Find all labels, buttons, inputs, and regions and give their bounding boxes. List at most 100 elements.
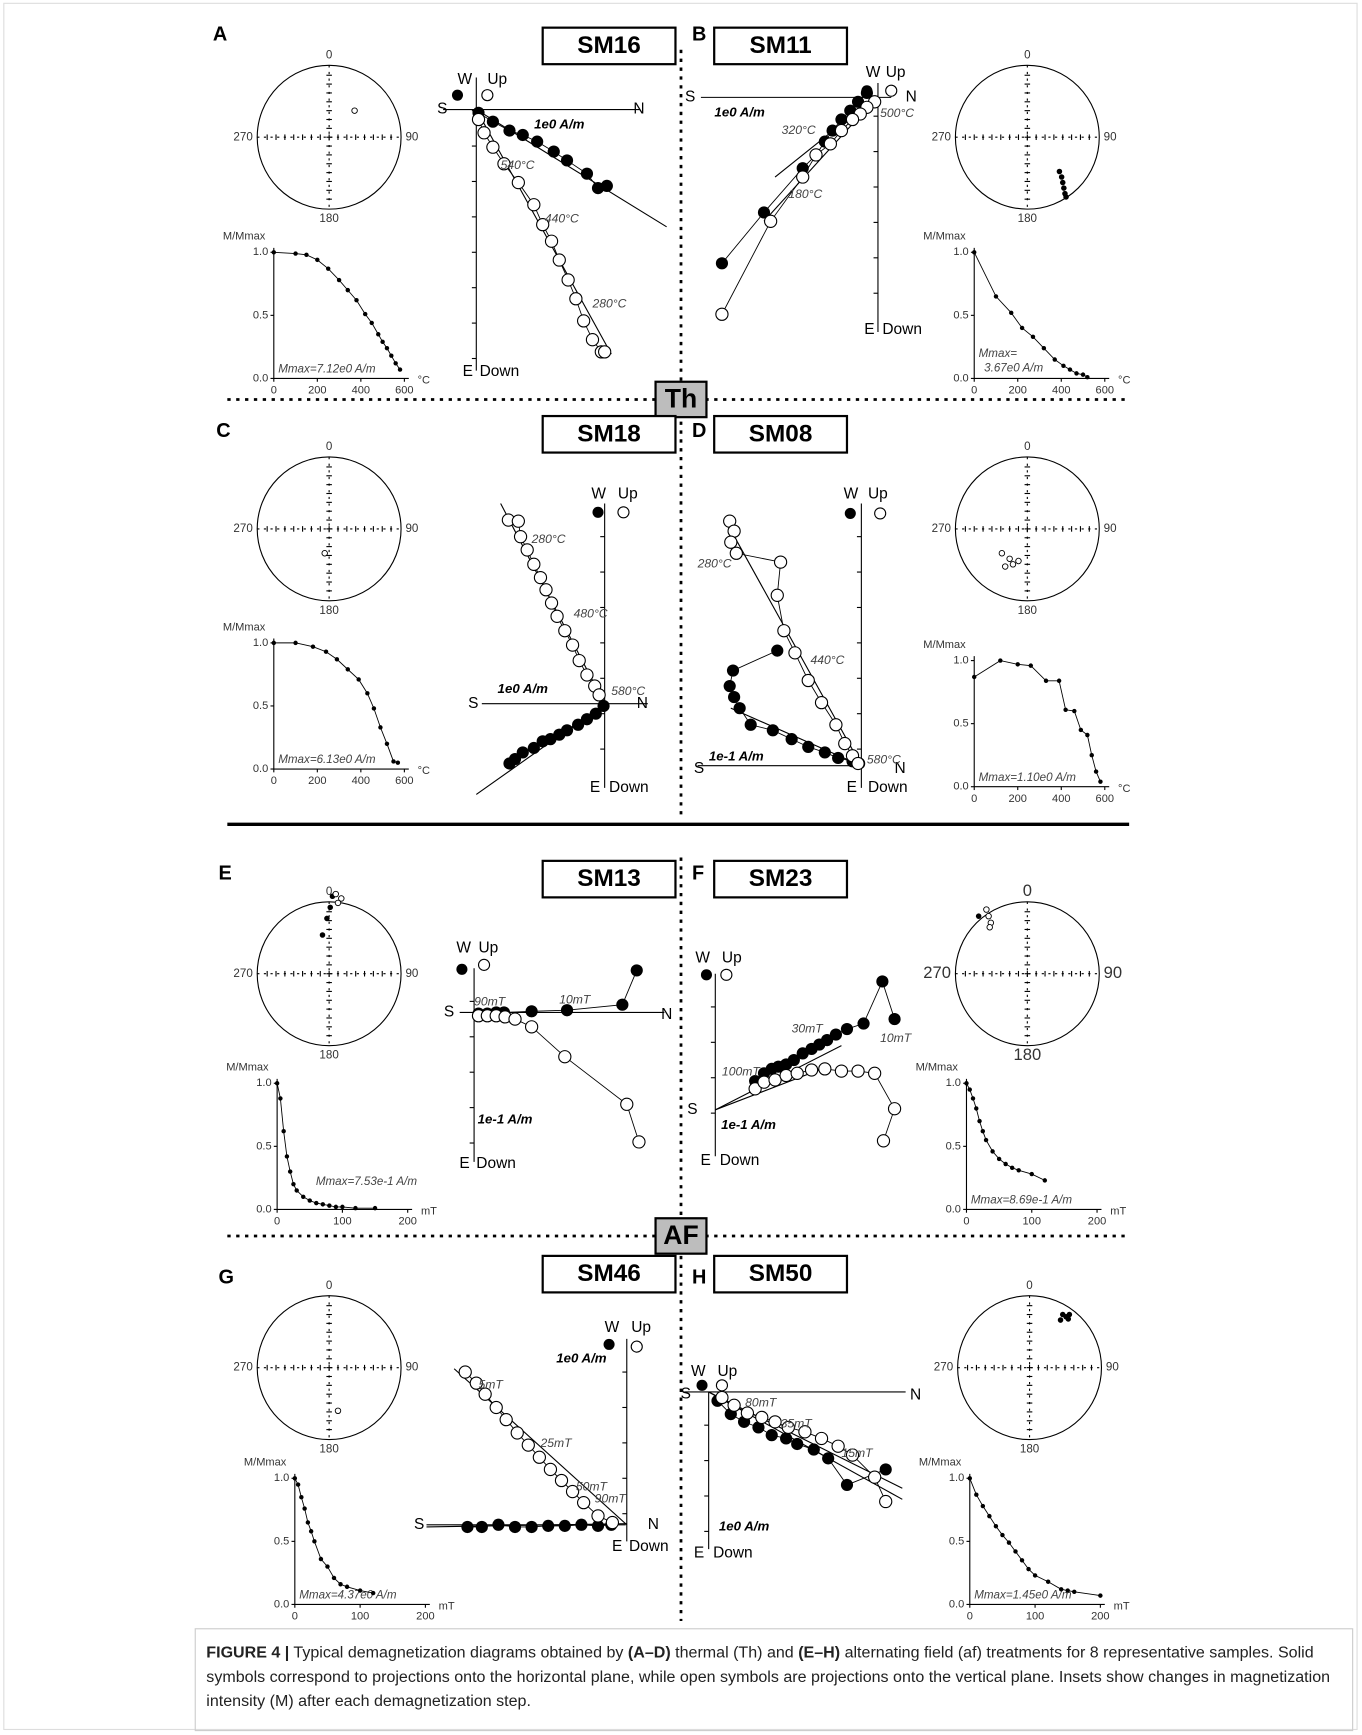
decay-point [1003,1161,1008,1167]
decay-point [331,1575,337,1581]
decay-point [271,250,277,255]
caption: FIGURE 4 | Typical demagnetization diagr… [206,1641,1346,1714]
decay-point [987,1513,992,1519]
decay-point [378,725,383,730]
horizontal-point [822,1452,835,1465]
decay-line [973,660,1101,782]
decay-point [369,320,374,326]
stereonet-label: 0 [326,48,332,61]
decay-point [356,677,361,682]
caption-text: (E–H) [798,1644,841,1662]
stereonet-label: 180 [1018,212,1037,225]
vertical-point [486,140,500,154]
y-tick-label: 0.0 [953,372,968,384]
horizontal-point [547,145,560,158]
y-tick-label: 0.0 [949,1598,964,1610]
legend-solid [861,85,873,97]
axis-label: Up [722,949,742,966]
y-tick-label: 1.0 [253,246,268,258]
y-axis-label: M/Mmax [923,231,966,243]
decay-point [372,1205,378,1211]
axis-label: Down [609,779,649,796]
step-label: 100mT [722,1064,761,1078]
decay-point [345,667,351,672]
step-label: 80mT [745,1395,778,1409]
vertical-point [489,1400,503,1415]
horizontal-point [600,179,613,192]
stereonet-label: 90 [1104,963,1122,982]
vertical-point [598,345,612,359]
decay-point [302,1506,307,1511]
vertical-point [796,170,810,184]
stereonet-point [1001,563,1009,570]
legend-solid [592,506,604,518]
vertical-point [521,1438,535,1452]
x-tick-label: 0 [271,775,277,787]
x-tick-label: 200 [308,385,326,397]
y-tick-label: 0.5 [949,1535,964,1547]
legend-open [617,506,630,519]
panel-letter: F [692,862,704,884]
sample-box [713,859,849,899]
horizontal-point [525,1005,538,1018]
panel-letter: G [218,1266,233,1288]
scale-label: 1e0 A/m [556,1350,607,1365]
intensity-note: Mmax= [979,347,1018,360]
x-unit: mT [439,1601,455,1613]
vertical-point [554,1473,569,1488]
x-tick-label: 400 [1052,385,1070,397]
vertical-point [572,653,586,668]
decay-point [1045,1579,1051,1584]
x-unit: mT [1114,1601,1130,1613]
decay-point [301,1194,306,1200]
x-tick-label: 400 [352,775,370,787]
intensity-note: Mmax=4.37e0 A/m [299,1589,397,1602]
y-axis-label: M/Mmax [223,231,266,243]
horizontal-point [765,1429,778,1442]
vertical-point [532,1450,547,1464]
decay-point [345,287,351,293]
vertical-point [887,1102,902,1116]
stereonet-point [327,904,334,911]
horizontal-point [807,1443,820,1456]
stereonet-label: 270 [932,130,951,143]
legend-open [477,958,491,971]
decay-point [384,741,390,747]
horizontal-point [840,1022,854,1036]
stereonet-point [334,1407,342,1415]
vertical-point [533,570,548,585]
decay-point [1072,1589,1077,1595]
fit-line [475,109,612,355]
decay-point [338,1582,343,1587]
stereonet-point [321,550,328,557]
y-axis-label: M/Mmax [919,1457,962,1469]
vertical-point [834,123,849,138]
stereonet-label: 90 [405,522,418,535]
vertical-point [565,1484,580,1499]
axis-label: W [456,939,471,956]
axis-label: E [612,1538,622,1555]
stereonet-point [1058,174,1065,180]
horizontal-point [857,1017,870,1030]
decay-point [370,1590,376,1596]
vertical-point [477,126,491,140]
decay-point [315,257,320,263]
sample-box [541,859,677,899]
stereonet-label: 180 [319,604,338,617]
vertical-point [740,1406,755,1420]
horizontal-point [832,751,845,765]
vertical-point [727,524,741,538]
vertical-point [524,1020,539,1034]
horizontal-point [525,1520,538,1534]
vertical-point [727,1398,741,1412]
decay-point [389,353,394,358]
decay-point [340,1204,345,1210]
decay-point [1028,663,1034,668]
horizontal-point [575,1518,588,1531]
stereonet-label: 270 [233,1361,252,1374]
horizontal-point [752,1421,765,1434]
axis-label: N [637,695,648,712]
decay-point [293,640,298,646]
stereonet-point [985,912,992,920]
decay-point [1013,1549,1018,1554]
